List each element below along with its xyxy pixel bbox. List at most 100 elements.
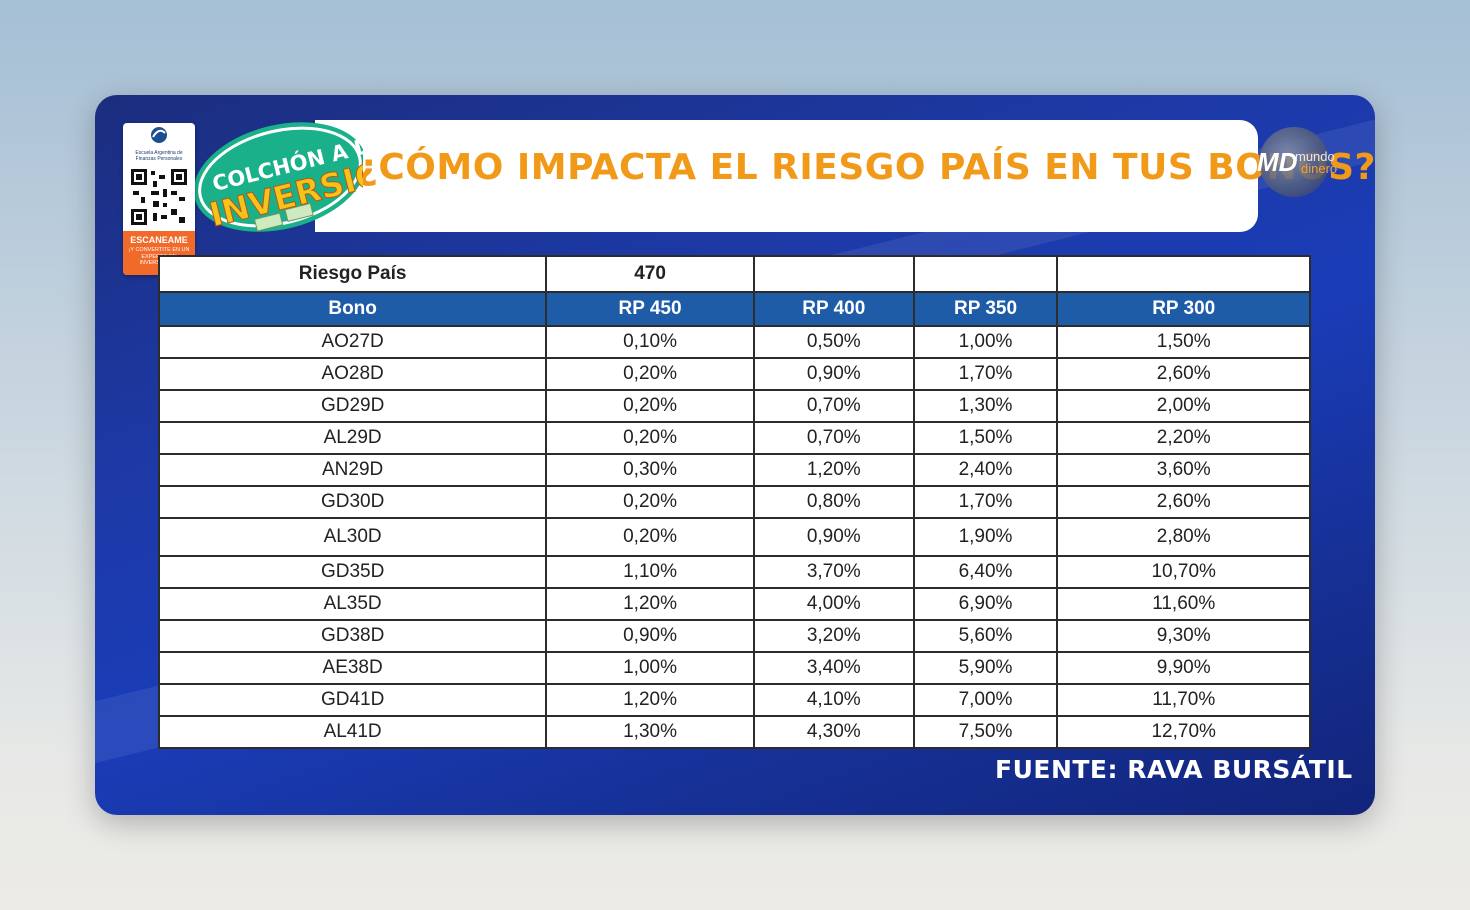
header-row: Bono RP 450 RP 400 RP 350 RP 300: [157, 291, 1311, 327]
page-title: ¿CÓMO IMPACTA EL RIESGO PAÍS EN TUS BONO…: [357, 147, 1375, 188]
table-row: AL29D 0,20% 0,70% 1,50% 2,20%: [157, 421, 1311, 455]
show-logo: COLCHÓN A LA INVERSIÓN: [193, 122, 363, 235]
value-cell: 1,50%: [1056, 325, 1311, 359]
source-caption: FUENTE: RAVA BURSÁTIL: [995, 755, 1353, 784]
value-cell: 0,90%: [545, 619, 755, 653]
table-row: GD41D 1,20% 4,10% 7,00% 11,70%: [157, 683, 1311, 717]
value-cell: 2,60%: [1056, 485, 1311, 519]
table-row: AL30D 0,20% 0,90% 1,90% 2,80%: [157, 517, 1311, 557]
school-name: Escuela Argentina de Finanzas Personales: [135, 150, 183, 162]
bond-cell: GD41D: [157, 683, 548, 717]
bonds-table: Riesgo País 470 Bono RP 450 RP 400 RP 35…: [157, 255, 1311, 749]
value-cell: 7,00%: [912, 683, 1059, 717]
school-logo-icon: [151, 127, 167, 143]
video-frame: ¿CÓMO IMPACTA EL RIESGO PAÍS EN TUS BONO…: [95, 95, 1375, 815]
value-cell: 1,30%: [912, 389, 1059, 423]
table-row: GD30D 0,20% 0,80% 1,70% 2,60%: [157, 485, 1311, 519]
riesgo-value: 470: [545, 255, 755, 293]
value-cell: 1,10%: [545, 555, 755, 589]
bond-cell: AL35D: [157, 587, 548, 621]
column-header: RP 400: [752, 291, 915, 327]
value-cell: 1,30%: [545, 715, 755, 749]
value-cell: 1,00%: [545, 651, 755, 685]
channel-logo-mark: MD: [1257, 147, 1298, 177]
bond-cell: AE38D: [157, 651, 548, 685]
empty-cell: [1056, 255, 1311, 293]
value-cell: 3,40%: [752, 651, 915, 685]
value-cell: 5,60%: [912, 619, 1059, 653]
value-cell: 1,70%: [912, 485, 1059, 519]
value-cell: 1,20%: [545, 587, 755, 621]
bond-cell: GD38D: [157, 619, 548, 653]
value-cell: 0,70%: [752, 421, 915, 455]
bond-cell: GD29D: [157, 389, 548, 423]
value-cell: 1,50%: [912, 421, 1059, 455]
value-cell: 11,70%: [1056, 683, 1311, 717]
money-icon: [284, 202, 314, 222]
table-row: AO27D 0,10% 0,50% 1,00% 1,50%: [157, 325, 1311, 359]
table-row: GD35D 1,10% 3,70% 6,40% 10,70%: [157, 555, 1311, 589]
value-cell: 3,70%: [752, 555, 915, 589]
value-cell: 3,20%: [752, 619, 915, 653]
value-cell: 2,80%: [1056, 517, 1311, 557]
value-cell: 1,20%: [545, 683, 755, 717]
value-cell: 4,00%: [752, 587, 915, 621]
value-cell: 1,20%: [752, 453, 915, 487]
channel-logo-word2: dinero: [1301, 161, 1338, 176]
value-cell: 7,50%: [912, 715, 1059, 749]
table-body: AO27D 0,10% 0,50% 1,00% 1,50% AO28D 0,20% 0,90%…: [157, 325, 1311, 749]
bond-cell: AN29D: [157, 453, 548, 487]
table-row: AE38D 1,00% 3,40% 5,90% 9,90%: [157, 651, 1311, 685]
value-cell: 11,60%: [1056, 587, 1311, 621]
value-cell: 10,70%: [1056, 555, 1311, 589]
table-row: AL41D 1,30% 4,30% 7,50% 12,70%: [157, 715, 1311, 749]
value-cell: 1,00%: [912, 325, 1059, 359]
value-cell: 0,90%: [752, 357, 915, 391]
value-cell: 9,30%: [1056, 619, 1311, 653]
value-cell: 0,90%: [752, 517, 915, 557]
value-cell: 0,70%: [752, 389, 915, 423]
table-row: AN29D 0,30% 1,20% 2,40% 3,60%: [157, 453, 1311, 487]
bond-cell: AL41D: [157, 715, 548, 749]
value-cell: 0,80%: [752, 485, 915, 519]
channel-logo-word1: mundo: [1295, 149, 1335, 164]
bond-cell: GD30D: [157, 485, 548, 519]
bond-cell: GD35D: [157, 555, 548, 589]
bond-cell: AL29D: [157, 421, 548, 455]
title-banner: [315, 120, 1258, 232]
table-row: AL35D 1,20% 4,00% 6,90% 11,60%: [157, 587, 1311, 621]
scan-label: ESCANEAME: [130, 235, 188, 245]
table-row: AO28D 0,20% 0,90% 1,70% 2,60%: [157, 357, 1311, 391]
bond-cell: AL30D: [157, 517, 548, 557]
value-cell: 0,20%: [545, 389, 755, 423]
value-cell: 2,60%: [1056, 357, 1311, 391]
value-cell: 0,20%: [545, 357, 755, 391]
value-cell: 4,30%: [752, 715, 915, 749]
value-cell: 3,60%: [1056, 453, 1311, 487]
value-cell: 2,40%: [912, 453, 1059, 487]
value-cell: 9,90%: [1056, 651, 1311, 685]
value-cell: 0,50%: [752, 325, 915, 359]
value-cell: 0,10%: [545, 325, 755, 359]
empty-cell: [752, 255, 915, 293]
value-cell: 2,20%: [1056, 421, 1311, 455]
value-cell: 1,90%: [912, 517, 1059, 557]
value-cell: 2,00%: [1056, 389, 1311, 423]
riesgo-row: Riesgo País 470: [157, 255, 1311, 293]
riesgo-label: Riesgo País: [157, 255, 548, 293]
value-cell: 6,40%: [912, 555, 1059, 589]
qr-code-icon[interactable]: [129, 167, 189, 227]
qr-card[interactable]: Escuela Argentina de Finanzas Personales…: [123, 123, 195, 275]
value-cell: 12,70%: [1056, 715, 1311, 749]
empty-cell: [912, 255, 1059, 293]
value-cell: 6,90%: [912, 587, 1059, 621]
table-row: GD38D 0,90% 3,20% 5,60% 9,30%: [157, 619, 1311, 653]
value-cell: 1,70%: [912, 357, 1059, 391]
column-header: Bono: [157, 291, 548, 327]
bond-cell: AO27D: [157, 325, 548, 359]
value-cell: 0,20%: [545, 421, 755, 455]
column-header: RP 450: [545, 291, 755, 327]
bond-cell: AO28D: [157, 357, 548, 391]
value-cell: 0,30%: [545, 453, 755, 487]
value-cell: 5,90%: [912, 651, 1059, 685]
